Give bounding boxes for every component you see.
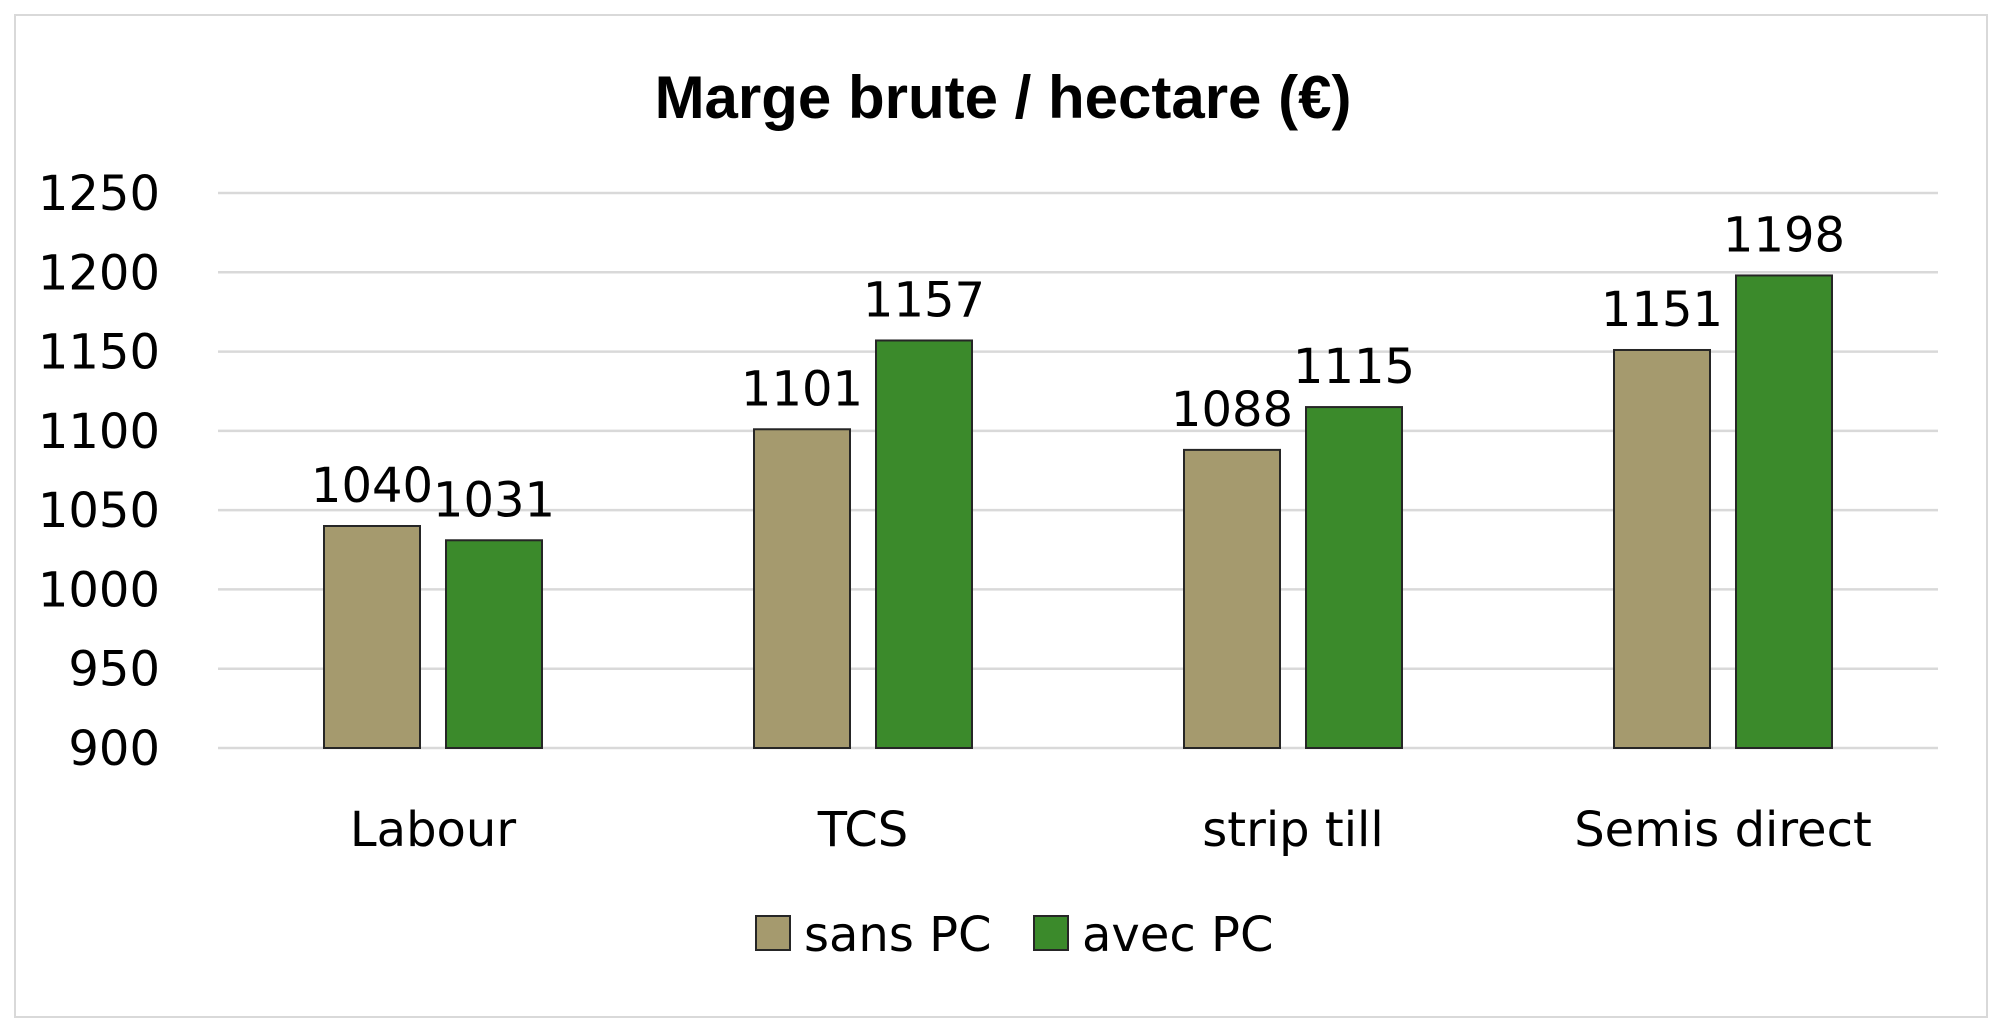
legend-swatch xyxy=(1033,915,1069,951)
y-tick-label: 1000 xyxy=(38,562,160,618)
category-label: strip till xyxy=(1202,802,1383,858)
legend: sans PC avec PC xyxy=(755,907,1273,963)
y-tick-label: 1250 xyxy=(38,166,160,222)
data-label: 1031 xyxy=(433,472,555,528)
legend-label: sans PC xyxy=(804,907,992,963)
data-label: 1151 xyxy=(1601,282,1723,338)
bar-tcs-avec-pc xyxy=(875,339,973,749)
chart-title: Marge brute / hectare (€) xyxy=(655,64,1352,131)
data-label: 1040 xyxy=(311,458,433,514)
bar-semis-direct-avec-pc xyxy=(1735,274,1833,749)
bar-labour-avec-pc xyxy=(445,539,543,749)
category-label: Semis direct xyxy=(1574,802,1872,858)
y-tick-label: 1100 xyxy=(38,404,160,460)
y-tick-label: 1200 xyxy=(38,245,160,301)
data-label: 1088 xyxy=(1171,382,1293,438)
bar-strip-till-sans-pc xyxy=(1183,448,1281,749)
bar-strip-till-avec-pc xyxy=(1305,406,1403,749)
category-label: TCS xyxy=(817,802,909,858)
legend-swatch xyxy=(755,915,791,951)
data-label: 1115 xyxy=(1293,339,1415,395)
bar-tcs-sans-pc xyxy=(753,428,851,749)
y-tick-label: 900 xyxy=(68,721,160,777)
bar-labour-sans-pc xyxy=(323,525,421,749)
legend-label: avec PC xyxy=(1082,907,1273,963)
bar-semis-direct-sans-pc xyxy=(1613,348,1711,749)
y-tick-label: 950 xyxy=(68,642,160,698)
data-label: 1101 xyxy=(741,361,863,417)
data-label: 1198 xyxy=(1723,207,1845,263)
y-tick-label: 1150 xyxy=(38,325,160,381)
y-axis-tick-labels: 900 950 1000 1050 1100 1150 1200 1250 xyxy=(38,166,160,777)
bars xyxy=(323,274,1833,749)
x-axis-category-labels: Labour TCS strip till Semis direct xyxy=(350,802,1872,858)
category-label: Labour xyxy=(350,802,516,858)
y-tick-label: 1050 xyxy=(38,483,160,539)
data-label: 1157 xyxy=(863,272,985,328)
